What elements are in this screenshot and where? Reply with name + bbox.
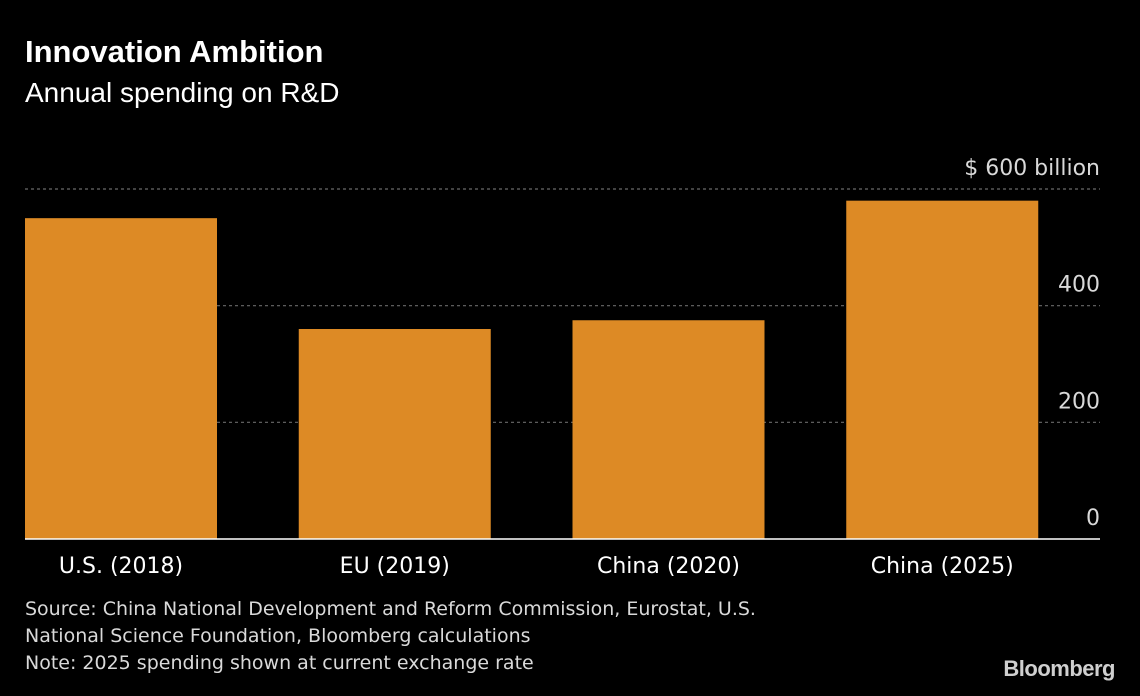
bar-0 <box>25 218 217 539</box>
x-tick-label-1: EU (2019) <box>340 554 450 579</box>
bar-2 <box>572 320 765 539</box>
y-tick-label-600: $ 600 billion <box>964 156 1100 181</box>
chart-footer: Source: China National Development and R… <box>25 596 756 677</box>
x-tick-label-2: China (2020) <box>597 554 740 579</box>
bloomberg-logo: Bloomberg <box>1003 656 1115 681</box>
chart-title: Innovation Ambition <box>25 34 324 69</box>
note-line: Note: 2025 spending shown at current exc… <box>25 652 534 674</box>
y-tick-label-400: 400 <box>1058 273 1100 298</box>
source-line-2: National Science Foundation, Bloomberg c… <box>25 625 531 647</box>
x-tick-label-0: U.S. (2018) <box>59 554 183 579</box>
y-tick-label-200: 200 <box>1058 389 1100 414</box>
source-line-1: Source: China National Development and R… <box>25 598 756 620</box>
chart-subtitle: Annual spending on R&D <box>25 77 340 108</box>
bar-1 <box>298 329 491 539</box>
bar-3 <box>846 200 1039 539</box>
x-tick-label-3: China (2025) <box>871 554 1014 579</box>
y-tick-label-0: 0 <box>1086 506 1100 531</box>
